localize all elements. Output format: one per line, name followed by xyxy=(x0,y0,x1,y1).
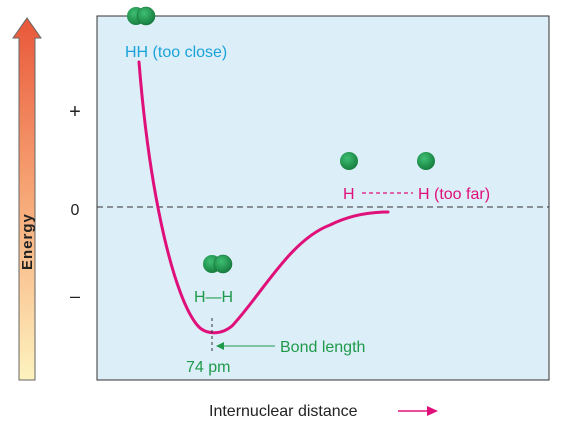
atoms-too-far xyxy=(340,152,435,170)
energy-axis-label: Energy xyxy=(19,213,36,270)
plot-area xyxy=(96,15,550,381)
x-axis-label: Internuclear distance xyxy=(209,403,358,420)
label-bonded: H—H xyxy=(194,289,233,306)
x-axis-arrowhead xyxy=(427,406,438,416)
label-distance: 74 pm xyxy=(186,359,230,376)
label-too-far-left: H xyxy=(343,186,355,203)
tick-plus: + xyxy=(69,101,81,123)
tick-zero: 0 xyxy=(71,202,80,219)
atoms-bonded xyxy=(203,254,233,274)
atoms-too-close xyxy=(127,6,156,26)
label-too-far-right: H (too far) xyxy=(418,186,490,203)
label-bond-length: Bond length xyxy=(280,339,365,356)
energy-arrow xyxy=(12,17,42,381)
bond-length-arrowhead xyxy=(216,342,224,350)
tick-minus: – xyxy=(70,286,80,306)
label-too-close: HH (too close) xyxy=(125,44,227,61)
potential-energy-curve xyxy=(137,60,390,335)
